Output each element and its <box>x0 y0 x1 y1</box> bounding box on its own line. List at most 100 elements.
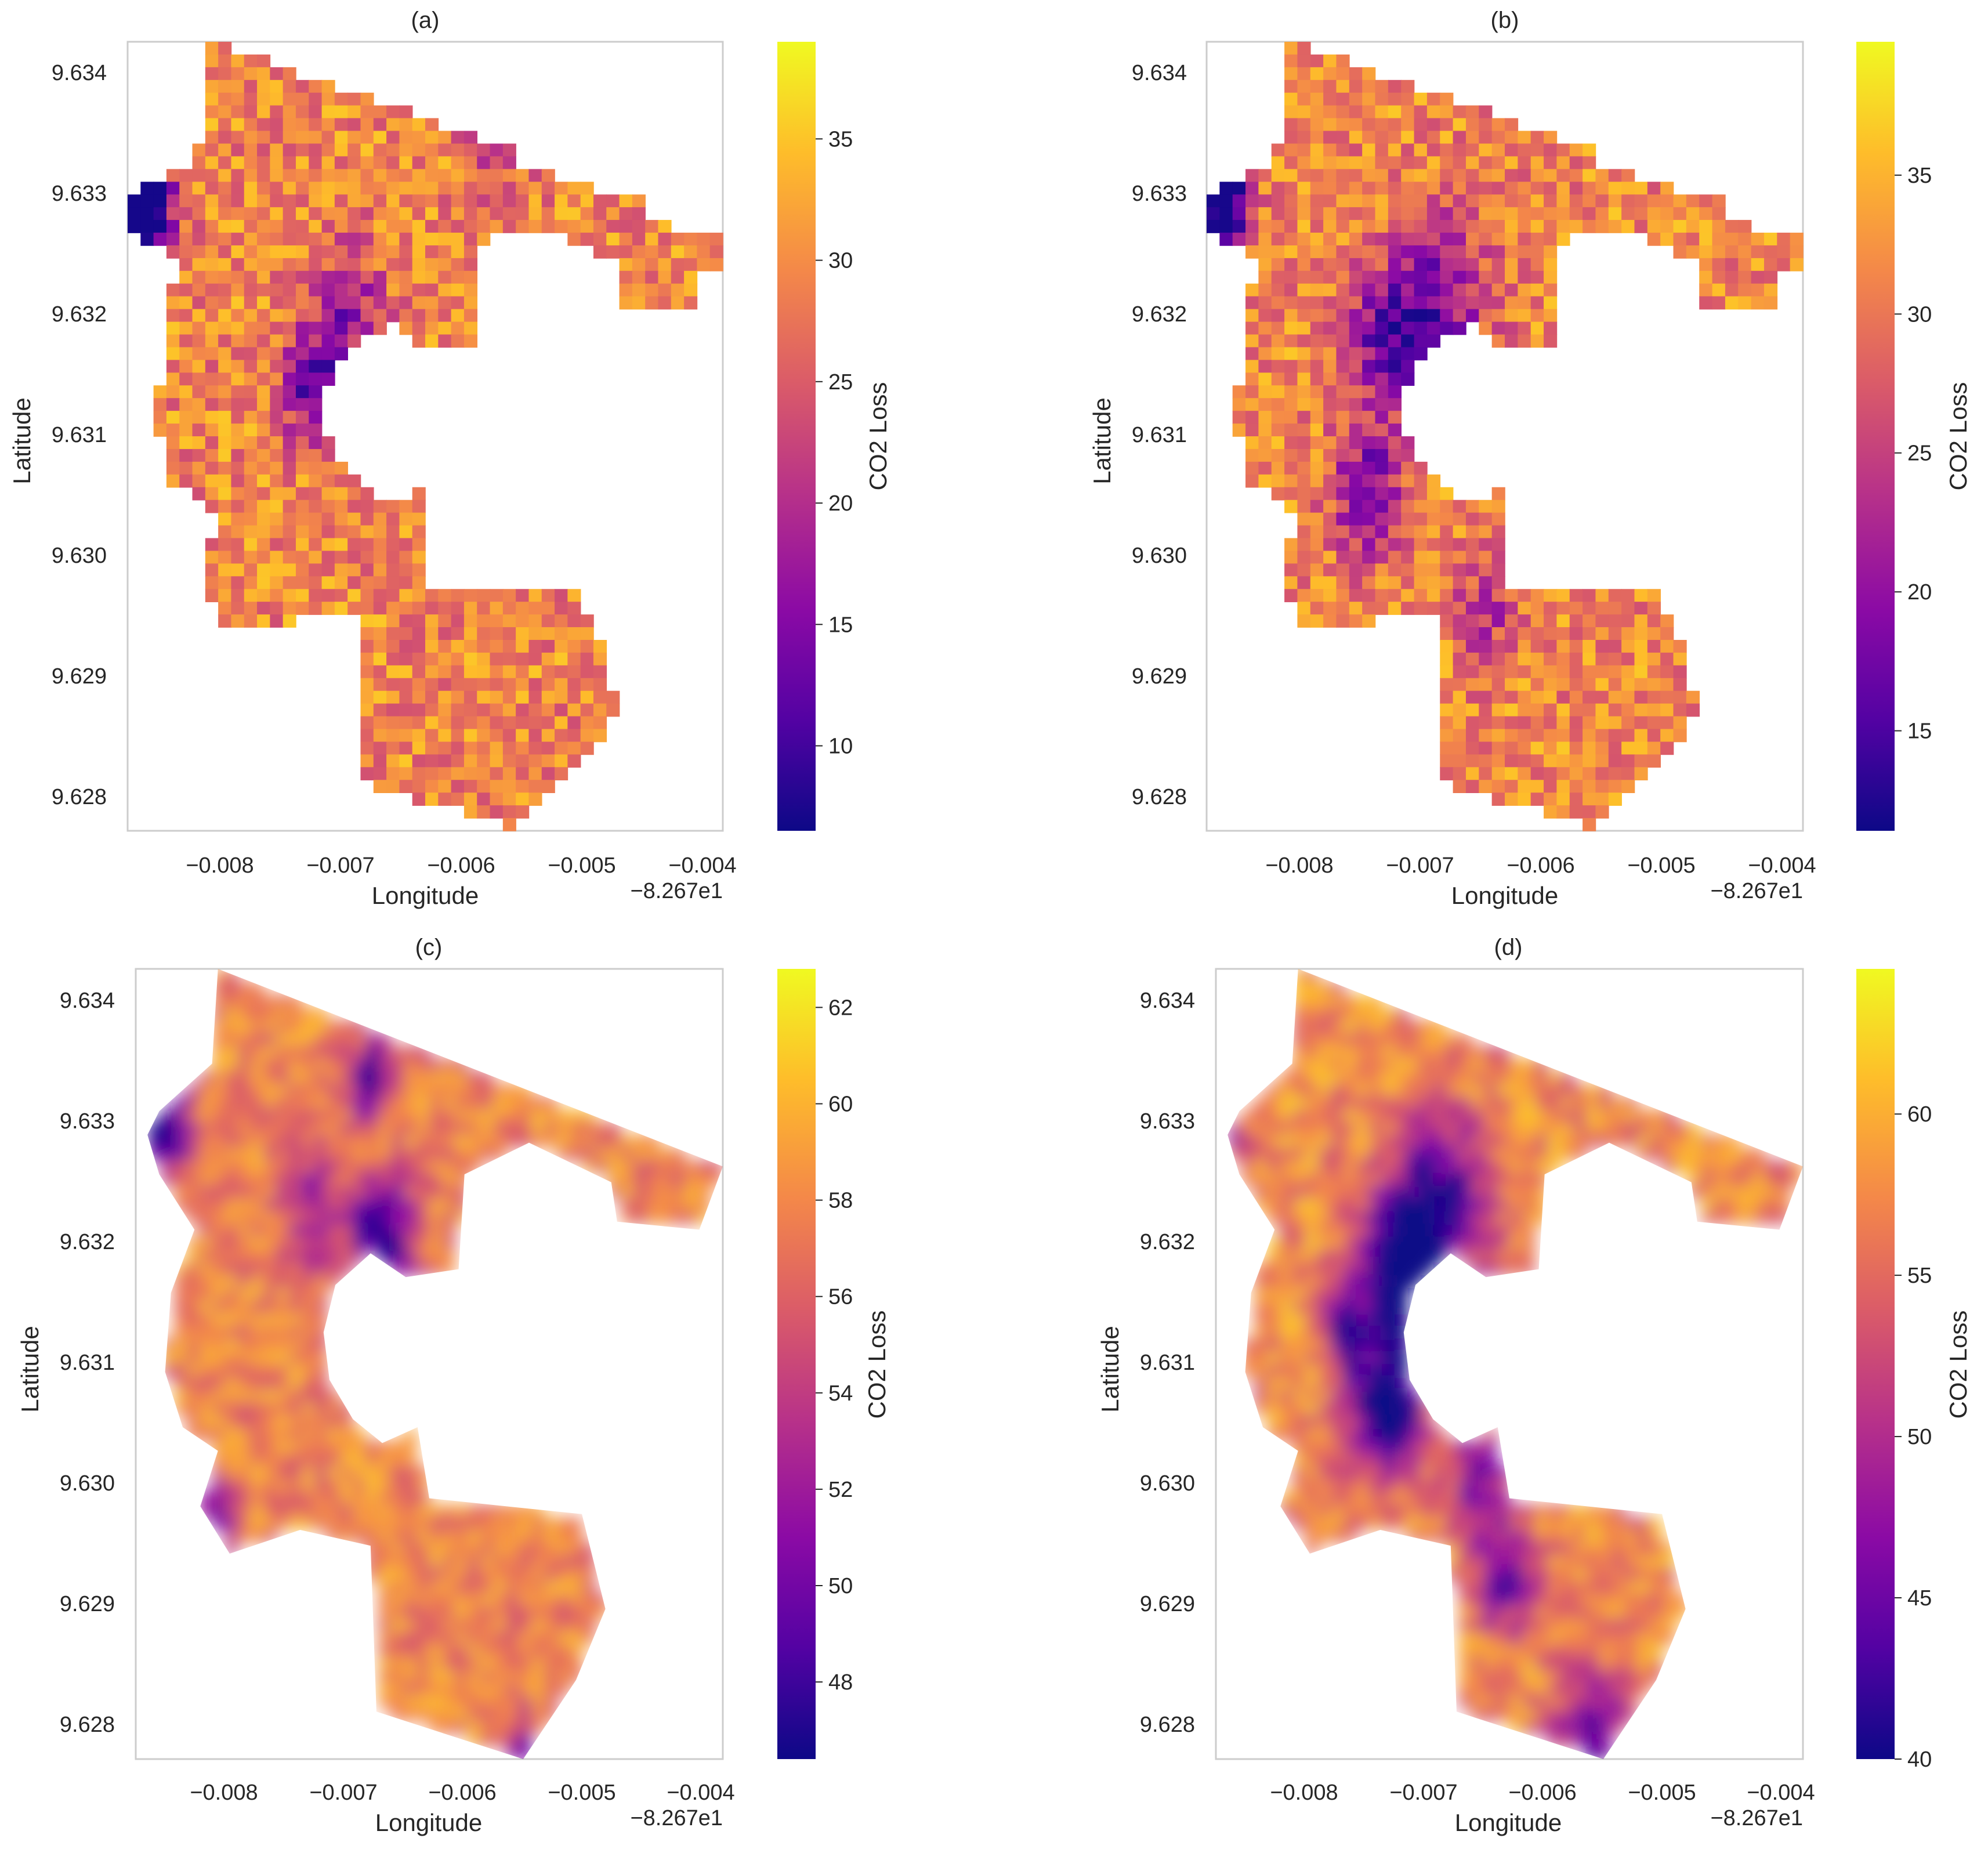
heatmap-cell <box>1518 639 1531 653</box>
heatmap-cell <box>1388 220 1402 233</box>
heatmap-cell <box>1586 1644 1599 1658</box>
heatmap-cell <box>1395 1478 1408 1492</box>
heatmap-cell <box>1446 1045 1459 1059</box>
heatmap-cell <box>276 1389 289 1403</box>
heatmap-cell <box>302 1389 315 1403</box>
heatmap-cell <box>1356 1478 1370 1492</box>
heatmap-cell <box>347 512 361 526</box>
heatmap-cell <box>1497 1185 1510 1199</box>
heatmap-cell <box>438 169 452 183</box>
heatmap-cell <box>373 754 387 768</box>
heatmap-cell <box>283 576 296 590</box>
heatmap-cell <box>1471 1529 1484 1543</box>
heatmap-cell <box>1712 233 1726 246</box>
heatmap-cell <box>672 1147 685 1161</box>
heatmap-cell <box>1388 296 1402 310</box>
heatmap-cell <box>289 1351 302 1365</box>
heatmap-cell <box>353 1453 366 1467</box>
heatmap-cell <box>1484 1249 1497 1263</box>
heatmap-cell <box>295 334 310 348</box>
y-tick-label: 9.634 <box>60 989 115 1013</box>
heatmap-cell <box>321 131 335 144</box>
heatmap-cell <box>187 1262 200 1276</box>
heatmap-cell <box>1560 1721 1574 1734</box>
heatmap-cell <box>1369 1338 1382 1352</box>
heatmap-cell <box>1292 1275 1306 1288</box>
heatmap-cell <box>1725 245 1739 259</box>
heatmap-cell <box>153 207 167 220</box>
heatmap-cell <box>1318 1224 1331 1238</box>
heatmap-cell <box>1420 1121 1433 1135</box>
heatmap-cell <box>425 690 439 704</box>
heatmap-cell <box>697 258 711 272</box>
heatmap-cell <box>1310 512 1324 526</box>
heatmap-cell <box>1369 1236 1382 1250</box>
heatmap-cell <box>231 424 245 437</box>
heatmap-cell <box>391 1083 404 1097</box>
heatmap-cell <box>378 1160 392 1174</box>
heatmap-cell <box>1305 981 1319 995</box>
heatmap-cell <box>1535 1631 1548 1645</box>
heatmap-cell <box>1375 525 1389 539</box>
heatmap-cell <box>1650 1109 1663 1123</box>
heatmap-cell <box>1505 614 1519 628</box>
heatmap-cell <box>1407 1389 1421 1403</box>
heatmap-cell <box>289 1440 302 1454</box>
heatmap-cell <box>225 1019 238 1033</box>
heatmap-cell <box>218 525 232 539</box>
heatmap-cell <box>225 1504 238 1518</box>
heatmap-cell <box>1621 665 1635 679</box>
heatmap-cell <box>451 678 465 692</box>
heatmap-cell <box>621 1198 634 1212</box>
heatmap-cell <box>519 1593 532 1607</box>
heatmap-cell <box>1522 1070 1536 1084</box>
heatmap-cell <box>1331 1300 1344 1314</box>
heatmap-cell <box>1458 1606 1472 1620</box>
heatmap-cell <box>251 1211 264 1225</box>
heatmap-cell <box>187 1083 200 1097</box>
heatmap-cell <box>528 767 542 781</box>
heatmap-cell <box>1362 194 1376 208</box>
heatmap-cell <box>289 1300 302 1314</box>
heatmap-cell <box>231 347 245 361</box>
heatmap-cell <box>1344 1198 1357 1212</box>
heatmap-cell <box>1458 1644 1472 1658</box>
heatmap-cell <box>519 1606 532 1620</box>
heatmap-cell <box>1395 1070 1408 1084</box>
heatmap-cell <box>442 1529 455 1543</box>
heatmap-cell <box>289 1376 302 1390</box>
heatmap-cell <box>1297 448 1311 462</box>
heatmap-cell <box>200 1096 213 1110</box>
heatmap-cell <box>192 321 206 335</box>
heatmap-cell <box>417 1185 430 1199</box>
heatmap-cell <box>1292 1351 1306 1365</box>
heatmap-cell <box>404 1096 417 1110</box>
heatmap-cell <box>257 525 271 539</box>
heatmap-cell <box>231 131 245 144</box>
heatmap-cell <box>1569 678 1583 692</box>
heatmap-cell <box>425 296 439 310</box>
heatmap-cell <box>468 1657 481 1671</box>
heatmap-cell <box>295 372 310 386</box>
heatmap-cell <box>399 690 413 704</box>
heatmap-cell <box>451 614 465 628</box>
heatmap-cell <box>1344 1275 1357 1288</box>
heatmap-cell <box>244 169 258 183</box>
heatmap-cell <box>386 270 400 284</box>
heatmap-cell <box>218 372 232 386</box>
heatmap-cell <box>1318 1351 1331 1365</box>
heatmap-cell <box>1356 1160 1370 1174</box>
heatmap-cell <box>1509 1504 1523 1518</box>
heatmap-cell <box>1388 487 1402 501</box>
heatmap-cell <box>1245 283 1259 297</box>
heatmap-cell <box>1336 245 1350 259</box>
x-tick-label: −0.006 <box>428 1781 496 1805</box>
heatmap-cell <box>1362 424 1376 437</box>
heatmap-cell <box>295 283 310 297</box>
heatmap-cell <box>283 309 296 323</box>
heatmap-cell <box>1310 487 1324 501</box>
heatmap-cell <box>697 1160 711 1174</box>
heatmap-cell <box>321 372 335 386</box>
colorbar <box>1856 969 1895 1759</box>
heatmap-cell <box>205 182 219 196</box>
